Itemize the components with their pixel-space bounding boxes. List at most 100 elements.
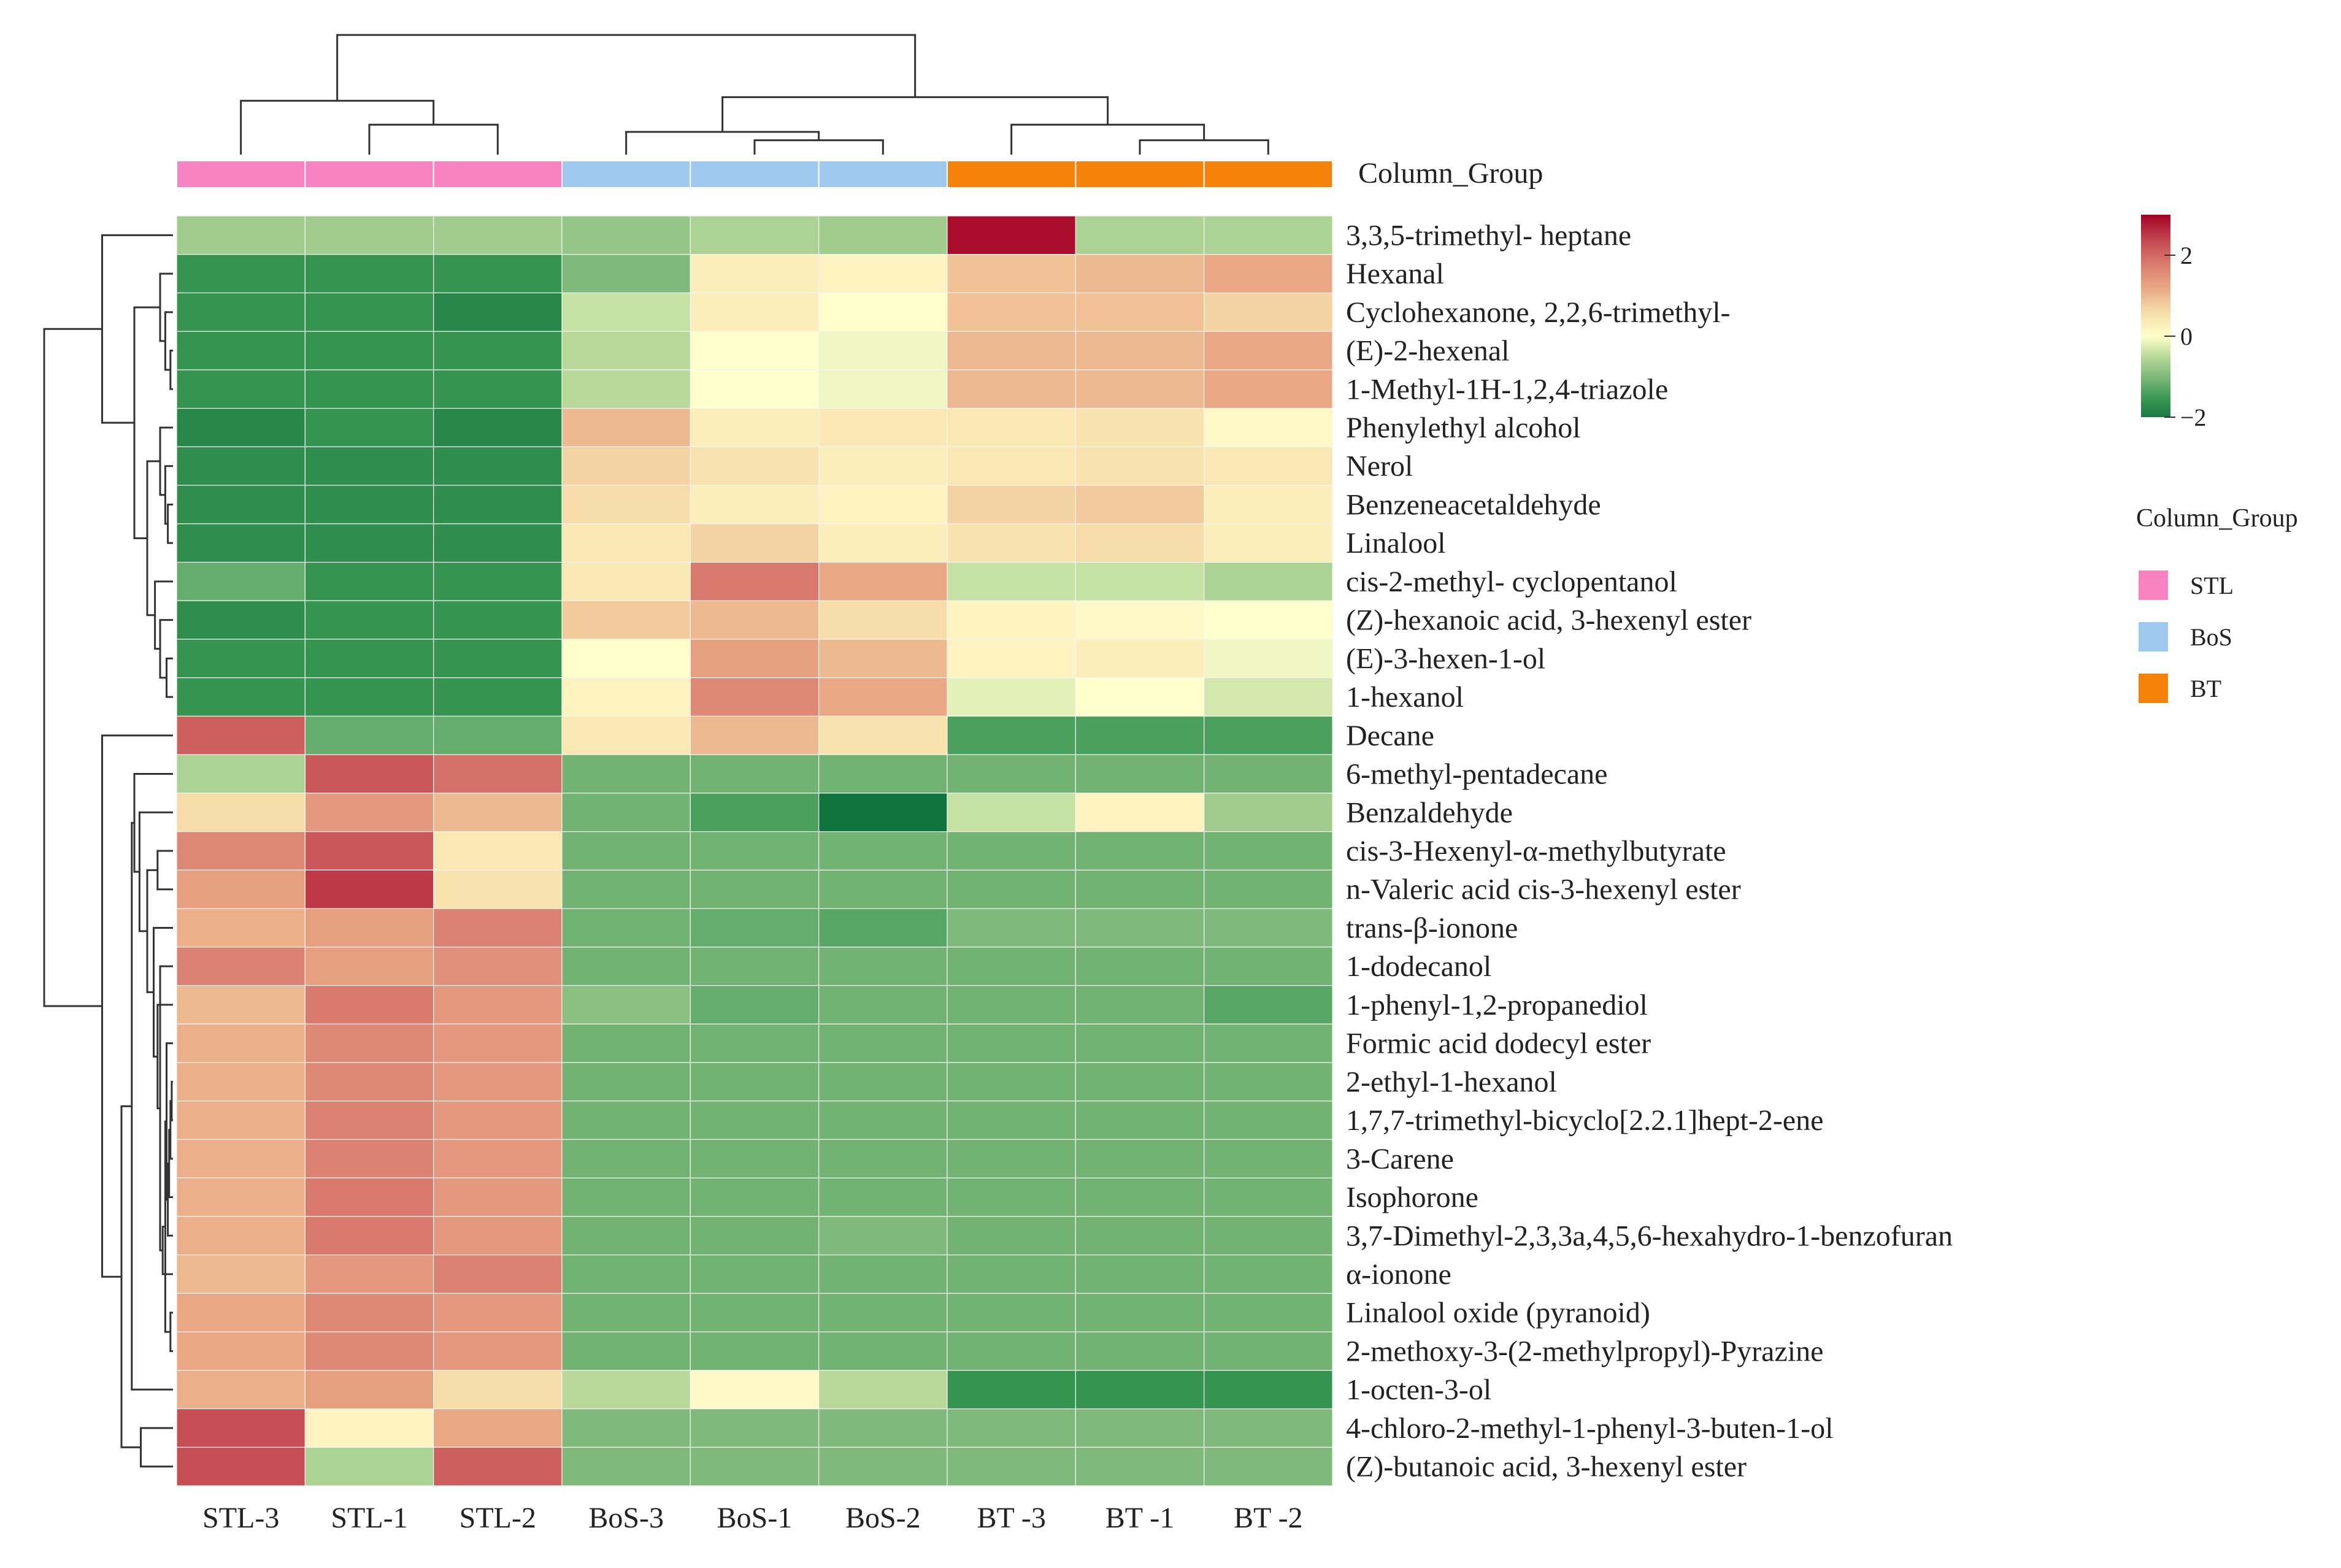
heatmap-cell bbox=[1204, 715, 1333, 755]
heatmap-cell bbox=[947, 947, 1076, 986]
heatmap-cell bbox=[433, 1023, 563, 1063]
column-group-cell bbox=[947, 160, 1077, 188]
heatmap-cell bbox=[690, 715, 820, 755]
heatmap-cell bbox=[304, 869, 434, 909]
heatmap-cell bbox=[433, 1331, 563, 1371]
dendrogram-branch bbox=[336, 34, 917, 101]
heatmap-cell bbox=[561, 485, 691, 525]
row-label: Nerol bbox=[1346, 450, 1413, 483]
heatmap-cell bbox=[1204, 331, 1333, 371]
heatmap-cell bbox=[818, 561, 948, 601]
dendrogram-branch bbox=[240, 99, 435, 155]
heatmap-cell bbox=[1075, 1408, 1205, 1448]
row-dendrogram bbox=[43, 234, 173, 1468]
heatmap-cell bbox=[1204, 1101, 1333, 1140]
dendrogram-branch bbox=[146, 460, 160, 617]
heatmap-cell bbox=[176, 1023, 306, 1063]
column-label: BT -3 bbox=[977, 1502, 1045, 1534]
heatmap-cell bbox=[947, 1331, 1076, 1371]
heatmap-cell bbox=[1075, 1139, 1205, 1178]
heatmap-cell bbox=[176, 292, 306, 332]
heatmap-cell bbox=[818, 600, 948, 640]
heatmap-cell bbox=[947, 639, 1076, 678]
heatmap-cell bbox=[304, 1331, 434, 1371]
heatmap-cell bbox=[818, 1255, 948, 1294]
heatmap-cell bbox=[690, 1101, 820, 1140]
column-dendrogram bbox=[240, 34, 1269, 155]
dendrogram-branch bbox=[1139, 139, 1269, 155]
heatmap-cell bbox=[690, 1370, 820, 1410]
row-label: 1-octen-3-ol bbox=[1346, 1374, 1491, 1406]
heatmap-cell bbox=[1204, 292, 1333, 332]
heatmap-cell bbox=[176, 215, 306, 255]
heatmap-cell bbox=[1204, 1370, 1333, 1410]
heatmap-cell bbox=[1075, 639, 1205, 678]
heatmap-cell bbox=[304, 1370, 434, 1410]
heatmap-cell bbox=[690, 1023, 820, 1063]
heatmap-cell bbox=[1204, 1177, 1333, 1217]
heatmap-cell bbox=[176, 1177, 306, 1217]
dendrogram-branch bbox=[159, 272, 173, 342]
heatmap-cell bbox=[947, 1255, 1076, 1294]
heatmap-cell bbox=[690, 1177, 820, 1217]
dendrogram-branch bbox=[140, 1427, 173, 1468]
heatmap-cell bbox=[947, 561, 1076, 601]
heatmap-cell bbox=[304, 523, 434, 563]
heatmap-cell bbox=[690, 523, 820, 563]
heatmap-cell bbox=[176, 985, 306, 1024]
row-label: (E)-2-hexenal bbox=[1346, 335, 1510, 367]
heatmap-cell bbox=[818, 1023, 948, 1063]
heatmap-cell bbox=[176, 1370, 306, 1410]
heatmap-cell bbox=[1204, 1408, 1333, 1448]
row-label: Phenylethyl alcohol bbox=[1346, 412, 1581, 444]
heatmap-cell bbox=[1204, 869, 1333, 909]
heatmap-cell bbox=[818, 446, 948, 486]
heatmap-cell bbox=[176, 254, 306, 294]
heatmap-cell bbox=[304, 639, 434, 678]
heatmap-cell bbox=[1075, 831, 1205, 870]
heatmap-cell bbox=[818, 485, 948, 525]
row-label: 6-methyl-pentadecane bbox=[1346, 758, 1607, 791]
heatmap-cell bbox=[433, 1293, 563, 1332]
row-label: cis-3-Hexenyl-α-methylbutyrate bbox=[1346, 835, 1726, 867]
heatmap-cell bbox=[818, 1139, 948, 1178]
dendrogram-branch bbox=[101, 234, 173, 424]
heatmap-cell bbox=[561, 1101, 691, 1140]
heatmap-cell bbox=[818, 215, 948, 255]
column-group-bar-title: Column_Group bbox=[1358, 157, 1543, 190]
heatmap-cell bbox=[690, 677, 820, 717]
heatmap-cell bbox=[1075, 869, 1205, 909]
heatmap-cell bbox=[947, 292, 1076, 332]
heatmap-cell bbox=[1075, 485, 1205, 525]
heatmap-cell bbox=[818, 947, 948, 986]
heatmap-cell bbox=[1075, 408, 1205, 447]
heatmap-cell bbox=[947, 908, 1076, 948]
heatmap-cell bbox=[433, 292, 563, 332]
heatmap-cell bbox=[947, 1177, 1076, 1217]
heatmap-cell bbox=[690, 1331, 820, 1371]
heatmap-cell bbox=[1204, 1216, 1333, 1256]
row-label: α-ionone bbox=[1346, 1258, 1451, 1291]
heatmap-cell bbox=[690, 947, 820, 986]
dendrogram-branch bbox=[166, 657, 173, 698]
heatmap-cell bbox=[1204, 1062, 1333, 1102]
heatmap-cell bbox=[818, 677, 948, 717]
dendrogram-branch bbox=[171, 1080, 173, 1121]
heatmap-cell bbox=[176, 869, 306, 909]
heatmap-cell bbox=[304, 1023, 434, 1063]
heatmap-cell bbox=[818, 331, 948, 371]
heatmap-cell bbox=[1075, 677, 1205, 717]
row-label: Benzaldehyde bbox=[1346, 796, 1513, 829]
heatmap-cell bbox=[433, 1370, 563, 1410]
dendrogram-branch bbox=[167, 1163, 173, 1237]
heatmap-cell bbox=[690, 754, 820, 794]
row-label: 3,3,5-trimethyl- heptane bbox=[1346, 219, 1631, 252]
heatmap-cell bbox=[947, 985, 1076, 1024]
heatmap-cell bbox=[433, 831, 563, 870]
heatmap-cell bbox=[1204, 793, 1333, 832]
group-legend-swatch bbox=[2139, 622, 2168, 651]
heatmap-cell bbox=[818, 1408, 948, 1448]
heatmap-cell bbox=[1075, 1101, 1205, 1140]
heatmap-cell bbox=[818, 831, 948, 870]
heatmap-cell bbox=[1204, 908, 1333, 948]
